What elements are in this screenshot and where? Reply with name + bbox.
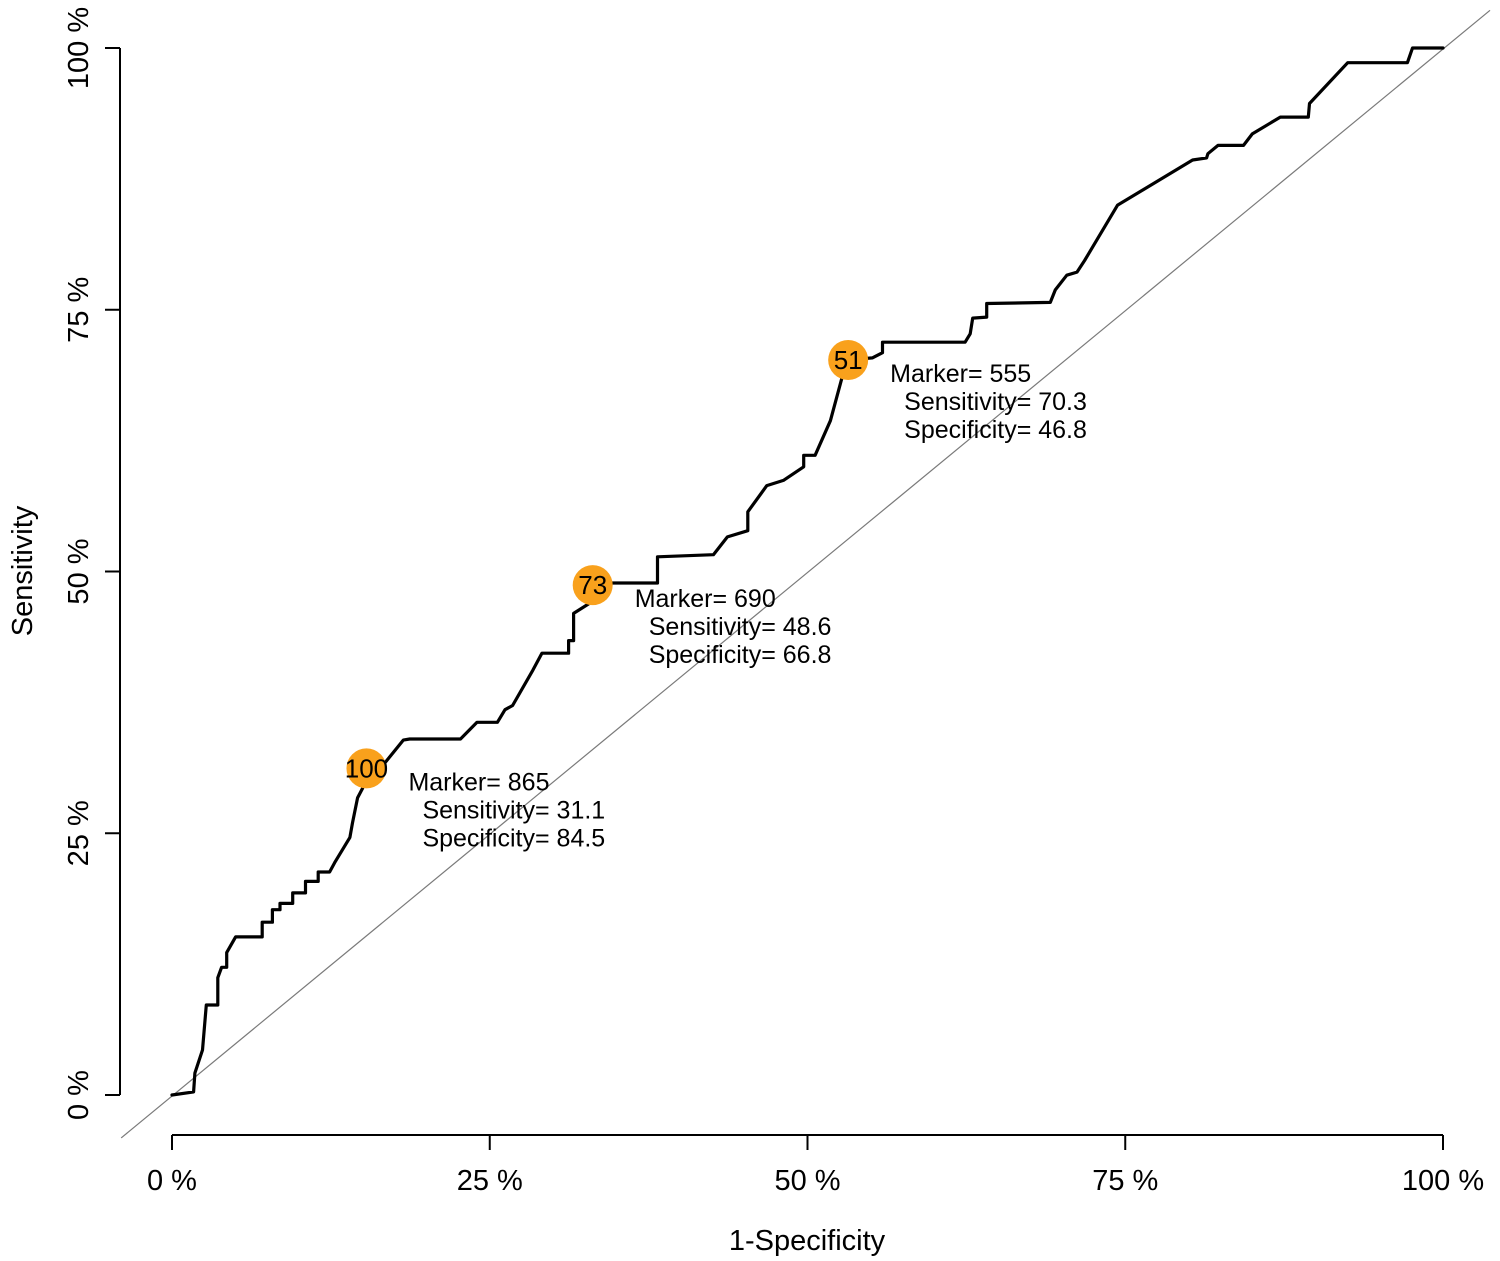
annotation-line: Specificity= 46.8	[904, 416, 1087, 444]
roc-curve-group	[170, 46, 1445, 1097]
roc-curve	[170, 46, 1445, 1097]
y-axis-title: Sensitivity	[7, 505, 39, 636]
annotation-line: Specificity= 84.5	[422, 824, 605, 852]
axes-group: 0 % 25 % 50 % 75 % 100 % 0 % 25 % 50 % 75 % 100 %	[63, 7, 1484, 1197]
y-axis-tick-label: 75 %	[63, 277, 95, 343]
marker-label-100: 100	[345, 753, 388, 783]
marker-point-51: 51	[828, 340, 869, 381]
x-axis-tick-label: 100 %	[1402, 1165, 1484, 1197]
marker-label-73: 73	[578, 570, 607, 600]
x-axis-tick-label: 50 %	[774, 1165, 840, 1197]
annotation-line: Marker= 865	[408, 768, 549, 796]
x-axis-title: 1-Specificity	[729, 1225, 886, 1257]
marker-circle-73	[572, 565, 613, 606]
x-axis-tick-label: 0 %	[147, 1165, 197, 1197]
annotation-line: Sensitivity= 70.3	[904, 388, 1087, 416]
annotation-line: Marker= 555	[890, 360, 1031, 388]
y-axis-tick-label: 0 %	[63, 1070, 95, 1120]
marker-circle-100	[346, 748, 387, 789]
annotation-line: Sensitivity= 31.1	[422, 796, 605, 824]
marker-point-73: 73	[572, 565, 613, 606]
annotation-line: Marker= 690	[635, 585, 776, 613]
marker-point-100: 100	[345, 748, 388, 789]
annotation-line: Sensitivity= 48.6	[649, 613, 832, 641]
y-axis-tick-label: 50 %	[63, 538, 95, 604]
x-axis-tick-label: 75 %	[1092, 1165, 1158, 1197]
y-axis-tick-label: 25 %	[63, 800, 95, 866]
highlight-markers-group: 51 73 100	[345, 340, 869, 789]
diagonal-reference-line	[120, 9, 1491, 1139]
marker-circle-51	[828, 340, 869, 381]
diagonal-reference-group	[120, 9, 1491, 1139]
y-axis-tick-label: 100 %	[63, 7, 95, 89]
annotation-line: Specificity= 66.8	[649, 641, 832, 669]
x-axis-tick-label: 25 %	[457, 1165, 523, 1197]
marker-label-51: 51	[834, 345, 863, 375]
